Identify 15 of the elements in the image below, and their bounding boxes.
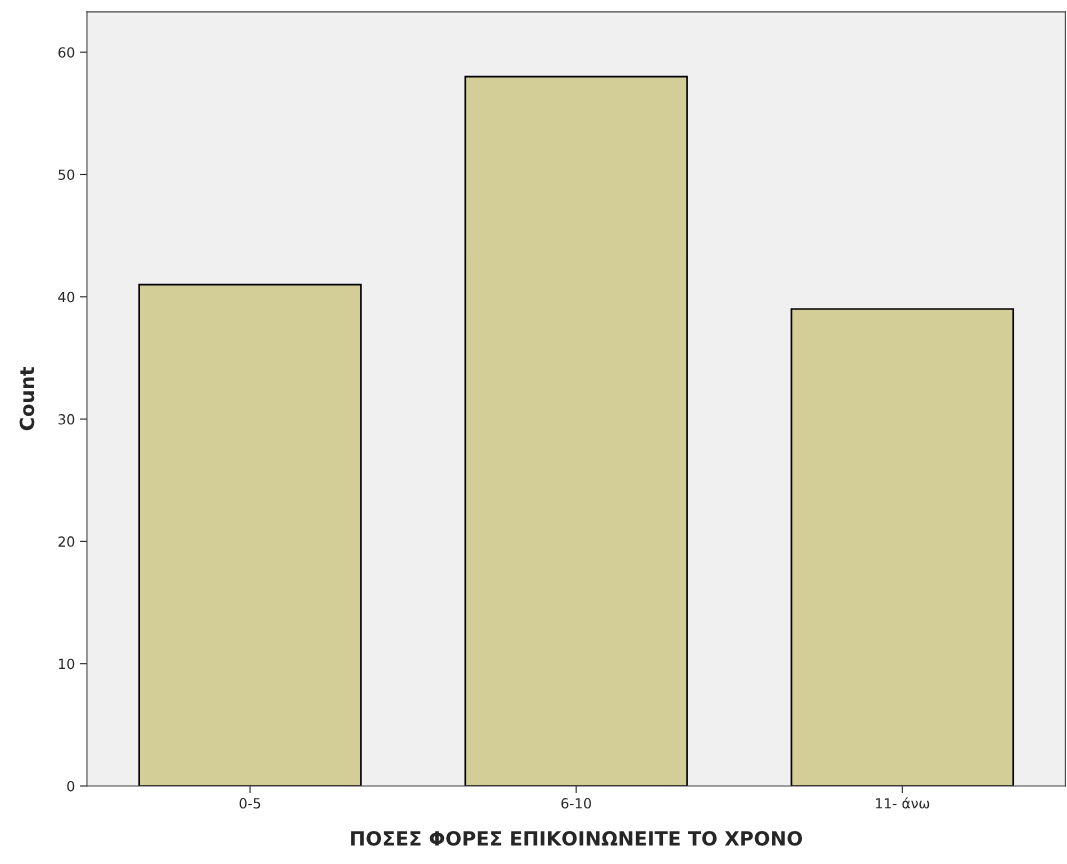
y-tick-label: 50: [58, 169, 75, 180]
y-tick-label: 40: [58, 291, 75, 303]
bar: [138, 283, 362, 786]
x-tick-label: 6-10: [561, 798, 592, 809]
bar: [790, 308, 1015, 786]
y-tick-label: 20: [58, 536, 75, 547]
x-tick-label: 11- άνω: [876, 797, 930, 809]
y-axis-title: Count: [19, 367, 35, 431]
bar: [464, 75, 688, 786]
y-tick-label: 0: [67, 780, 75, 792]
x-tick-label: 0-5: [239, 798, 261, 809]
y-tick-label: 30: [58, 414, 75, 425]
y-tick-label: 10: [59, 658, 75, 670]
x-axis-title: ΠΟΣΕΣ ΦΟΡΕΣ ΕΠΙΚΟΙΝΩΝΕΙΤΕ ΤΟ ΧΡΟΝΟ: [351, 831, 803, 846]
y-tick-label: 60: [58, 47, 75, 58]
